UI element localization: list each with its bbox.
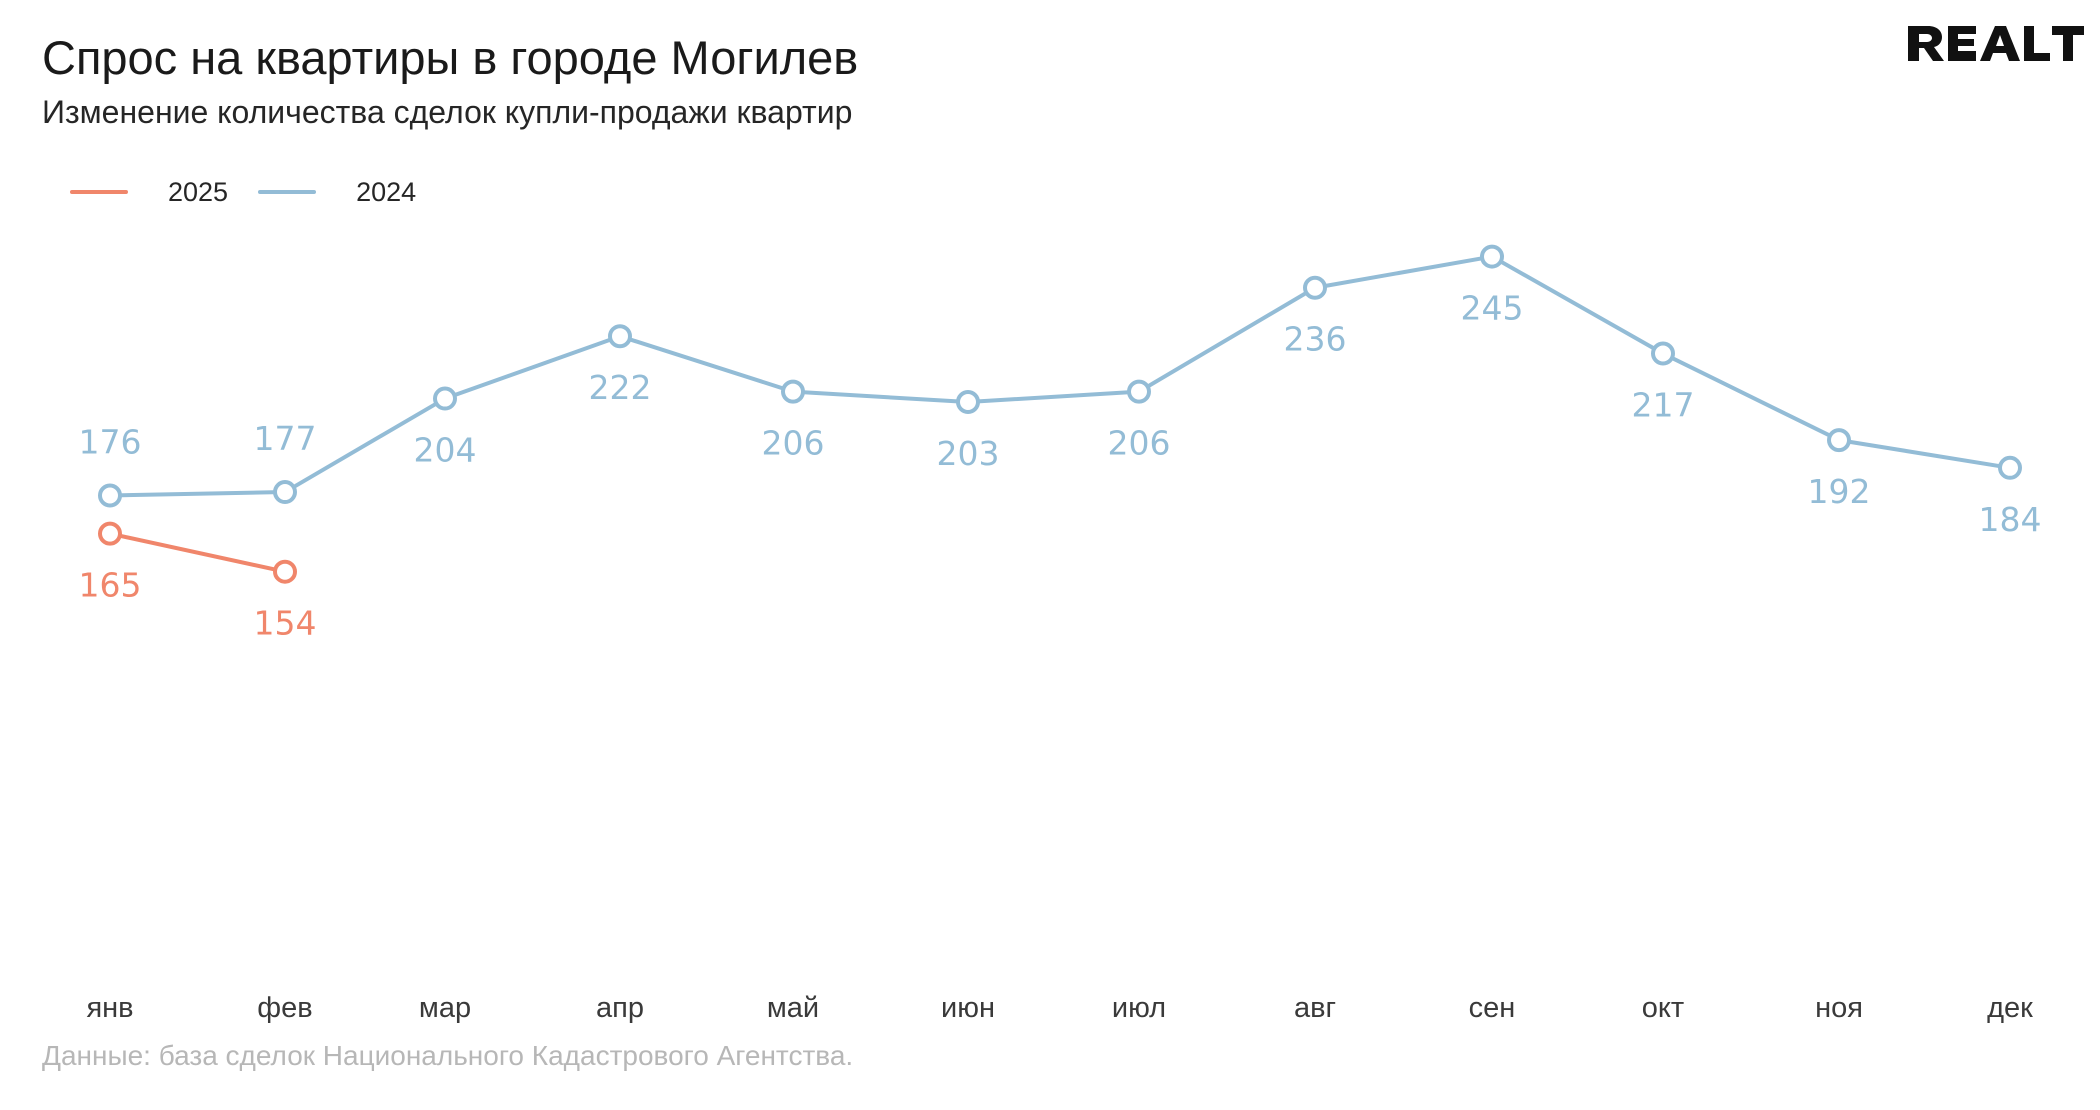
data-label-2024: 176 [79, 423, 142, 462]
data-point-2024 [1998, 455, 2022, 480]
data-point-2024 [956, 390, 980, 415]
x-tick-label: июн [941, 992, 995, 1024]
data-point-2024 [1127, 379, 1151, 404]
data-point-2024 [1303, 275, 1327, 300]
data-label-2024: 236 [1284, 320, 1347, 359]
data-label-2024: 204 [414, 431, 477, 470]
data-label-2025: 154 [254, 604, 317, 643]
chart-title: Спрос на квартиры в городе Могилев [42, 31, 859, 84]
data-label-2024: 222 [589, 368, 652, 407]
x-tick-label: май [767, 992, 819, 1024]
chart-subtitle: Изменение количества сделок купли-продаж… [42, 94, 853, 130]
x-tick-label: июл [1112, 992, 1166, 1024]
data-label-2024: 203 [937, 434, 1000, 473]
data-label-2024: 206 [762, 424, 825, 463]
series-line-2025 [109, 531, 286, 574]
data-point-2024 [273, 480, 297, 505]
data-point-2024 [1827, 428, 1851, 453]
data-point-2024 [781, 379, 805, 404]
data-point-2025 [98, 521, 122, 546]
x-tick-label: ноя [1815, 992, 1863, 1024]
data-point-2024 [1651, 341, 1675, 366]
x-tick-label: фев [257, 992, 312, 1024]
source-note: Данные: база сделок Национального Кадаст… [42, 1040, 854, 1071]
data-point-2024 [608, 324, 632, 349]
x-tick-label: авг [1294, 992, 1336, 1024]
x-tick-label: окт [1642, 992, 1684, 1024]
data-point-2024 [433, 386, 457, 411]
realt-logo [1900, 8, 2100, 83]
chart-legend: 2025 2024 [70, 172, 446, 212]
x-tick-label: янв [86, 992, 133, 1024]
data-point-2025 [273, 559, 297, 584]
data-label-2024: 206 [1108, 424, 1171, 463]
legend-label-2024: 2024 [356, 176, 417, 207]
data-point-2024 [98, 483, 122, 508]
data-label-2024: 245 [1461, 289, 1524, 328]
data-label-2024: 217 [1632, 386, 1695, 425]
x-tick-label: апр [596, 992, 644, 1024]
x-tick-label: дек [1987, 992, 2033, 1024]
data-label-2025: 165 [79, 566, 142, 605]
series-line-2024 [109, 254, 2011, 498]
x-tick-label: мар [419, 992, 471, 1024]
data-label-2024: 192 [1808, 472, 1871, 511]
legend-swatch-2024 [258, 190, 317, 194]
data-label-2024: 177 [254, 419, 317, 458]
legend-swatch-2025 [70, 190, 128, 194]
x-tick-label: сен [1469, 992, 1516, 1024]
data-label-2024: 184 [1979, 500, 2042, 539]
legend-item-2025: 2025 [70, 177, 228, 208]
legend-label-2025: 2025 [168, 176, 229, 207]
data-point-2024 [1480, 244, 1504, 269]
legend-item-2024: 2024 [258, 177, 416, 208]
